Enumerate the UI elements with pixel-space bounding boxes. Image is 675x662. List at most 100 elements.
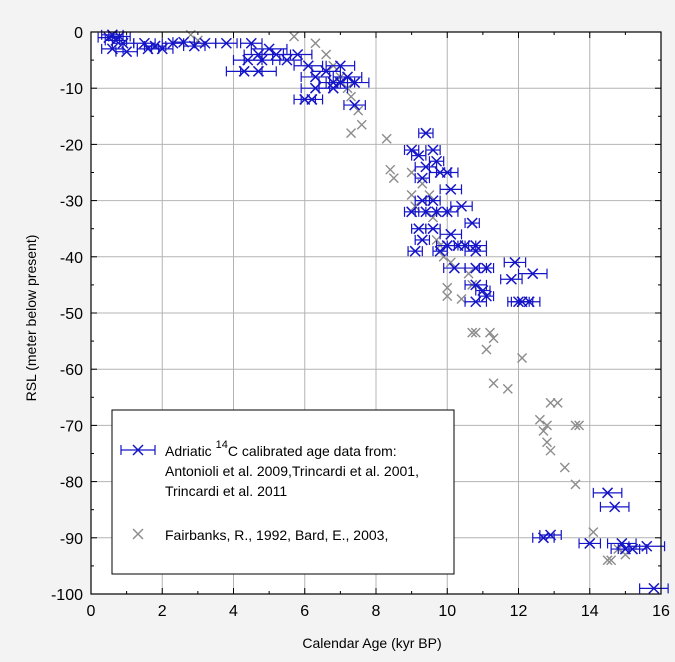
x-stroke: [349, 77, 361, 89]
blue-data-point: [439, 183, 463, 195]
blue-x-marker: [509, 256, 521, 268]
blue-x-marker: [455, 200, 468, 212]
legend-gray-x: [132, 528, 144, 540]
blue-x-marker: [523, 296, 535, 308]
legend-adriatic-line1: Adriatic 14C calibrated age data from:: [165, 439, 397, 459]
blue-data-point: [628, 540, 666, 552]
x-stroke: [574, 420, 585, 431]
x-stroke: [445, 228, 457, 240]
blue-data-point: [592, 487, 623, 499]
x-tick-label: 0: [87, 603, 96, 620]
blue-data-point: [215, 37, 238, 49]
blue-x-marker: [431, 155, 443, 167]
gray-data-point: [542, 420, 552, 431]
x-stroke: [545, 529, 557, 541]
x-stroke: [220, 37, 232, 49]
blue-x-marker: [242, 54, 254, 66]
legend-adriatic-line3: Trincardi et al. 2011: [165, 483, 287, 499]
blue-x-marker: [113, 30, 126, 43]
x-stroke: [441, 166, 453, 179]
y-tick-label: -100: [51, 587, 83, 604]
blue-x-marker: [320, 65, 332, 77]
x-stroke: [448, 262, 460, 274]
x-stroke: [413, 150, 425, 162]
blue-x-marker: [349, 99, 361, 111]
x-stroke: [263, 43, 275, 55]
gray-data-point: [542, 437, 552, 448]
legend-adriatic-line2: Antonioli et al. 2009,Trincardi et al. 2…: [165, 463, 419, 479]
x-stroke: [442, 282, 453, 293]
x-stroke: [467, 327, 478, 338]
x-stroke: [509, 256, 521, 268]
blue-data-point: [403, 144, 420, 156]
x-stroke: [466, 217, 478, 229]
x-stroke: [456, 293, 467, 304]
x-stroke: [488, 378, 499, 389]
blue-x-marker: [341, 71, 354, 83]
gray-data-point: [574, 420, 585, 431]
legend-blue-x: [132, 444, 144, 456]
x-stroke: [542, 420, 552, 431]
x-tick-label: 2: [158, 603, 167, 620]
blue-data-point: [240, 65, 277, 77]
blue-data-point: [407, 245, 423, 257]
x-stroke: [156, 43, 168, 55]
x-stroke: [485, 327, 495, 338]
x-stroke: [641, 540, 653, 552]
gray-data-point: [517, 352, 528, 363]
blue-data-point: [343, 99, 366, 111]
blue-x-marker: [306, 93, 318, 105]
gray-data-point: [545, 397, 556, 408]
gray-data-point: [356, 119, 367, 130]
blue-data-point: [425, 144, 441, 156]
blue-data-point: [418, 127, 434, 139]
y-tick-label: -80: [60, 475, 83, 492]
x-stroke: [588, 527, 599, 538]
blue-x-marker: [470, 279, 482, 291]
x-tick-label: 12: [510, 603, 528, 620]
x-stroke: [334, 60, 346, 72]
blue-x-marker: [445, 228, 457, 240]
blue-data-point: [414, 172, 431, 184]
x-stroke: [309, 71, 321, 83]
gray-data-point: [346, 91, 357, 102]
blue-data-point: [432, 245, 448, 257]
x-stroke: [570, 420, 581, 431]
blue-x-marker: [334, 60, 346, 72]
gray-data-point: [559, 462, 570, 473]
x-stroke: [606, 555, 617, 566]
blue-x-marker: [245, 37, 257, 49]
gray-data-point: [381, 133, 392, 144]
x-stroke: [505, 273, 517, 285]
x-tick-label: 10: [438, 603, 456, 620]
blue-data-point: [464, 217, 480, 229]
x-stroke: [416, 172, 428, 184]
x-stroke: [538, 426, 549, 437]
blue-x-marker: [121, 46, 133, 58]
x-stroke: [527, 268, 539, 280]
blue-x-marker: [327, 82, 339, 94]
x-stroke: [132, 528, 144, 540]
blue-x-marker: [409, 245, 421, 257]
blue-x-marker: [117, 37, 129, 49]
x-stroke: [602, 555, 613, 566]
blue-data-point: [500, 273, 523, 285]
blue-data-point: [503, 256, 527, 268]
x-tick-label: 6: [300, 603, 309, 620]
blue-x-marker: [445, 183, 457, 195]
gray-data-point: [388, 173, 399, 184]
y-tick-label: -10: [60, 81, 83, 98]
y-tick-label: 0: [74, 25, 83, 42]
gray-data-point: [552, 397, 563, 408]
y-tick-label: -30: [60, 194, 83, 211]
x-stroke: [545, 445, 556, 456]
gray-data-point: [442, 291, 453, 302]
y-tick-label: -60: [60, 362, 83, 379]
x-stroke: [117, 37, 129, 49]
blue-data-point: [517, 268, 548, 280]
x-stroke: [470, 279, 482, 291]
blue-data-point: [240, 37, 263, 49]
gray-data-point: [353, 105, 364, 116]
x-stroke: [523, 296, 535, 308]
